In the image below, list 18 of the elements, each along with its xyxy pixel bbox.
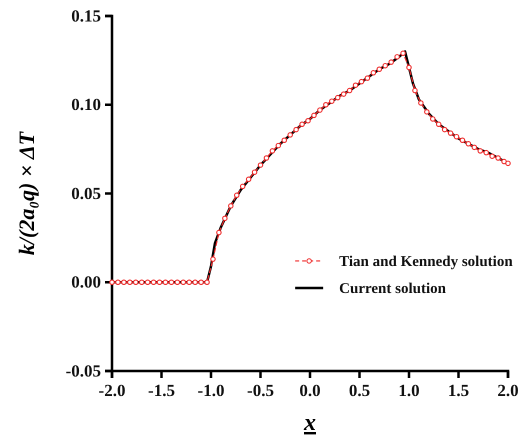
y-tick-label: 0.15 [71,6,101,26]
x-tick-label: 1.5 [448,381,470,400]
y-tick-label: -0.05 [66,361,101,380]
legend-label: Tian and Kennedy solution [339,254,514,270]
x-tick-label: -1.5 [148,381,175,400]
legend-label: Current solution [339,281,447,298]
x-tick-label: -2.0 [98,381,126,400]
y-tick-label: 0.05 [71,184,101,203]
y-axis-title: k/(2a₀q) × ΔT [14,130,39,256]
y-tick-label: 0.00 [71,272,101,292]
x-tick-label: 1.0 [398,381,420,400]
x-tick-label: -0.5 [247,381,274,400]
x-tick-label: 0.5 [348,381,370,400]
x-axis-title: x [303,410,316,436]
y-tick-label: 0.10 [71,95,101,114]
x-tick-label: 2.0 [497,381,519,400]
x-tick-label: 0.0 [299,381,321,400]
x-tick-label: -1.0 [198,381,224,400]
